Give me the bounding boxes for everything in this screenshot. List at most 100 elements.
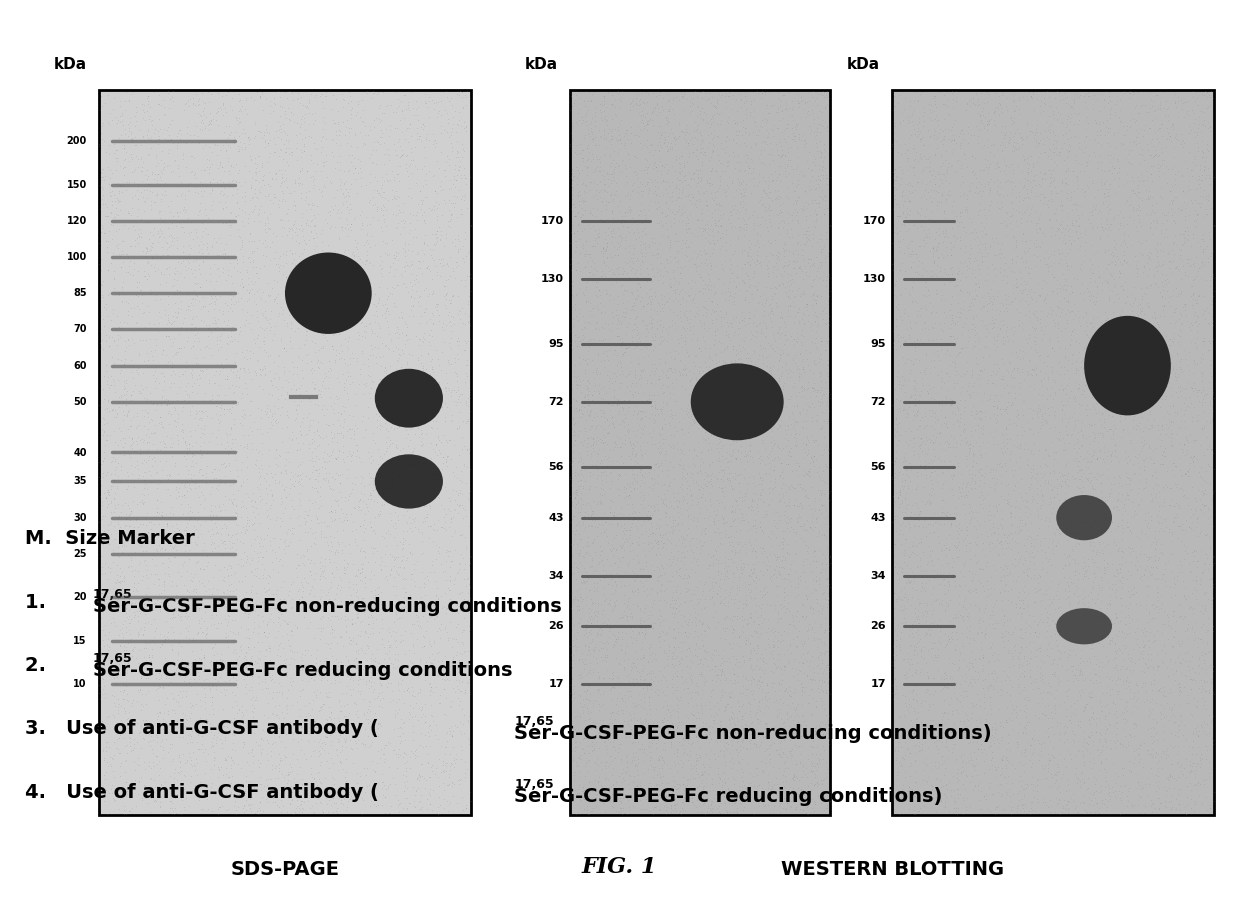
Point (249, 461, 269, 475)
Point (1058, 145, 1078, 159)
Point (700, 581, 720, 595)
Point (207, 387, 227, 402)
Point (726, 804, 746, 818)
Point (185, 166, 204, 180)
Point (1191, 756, 1211, 770)
Point (564, 169, 584, 184)
Point (663, 585, 683, 599)
Point (797, 186, 817, 201)
Point (1093, 87, 1113, 101)
Point (1161, 255, 1181, 270)
Point (727, 498, 747, 512)
Point (797, 466, 817, 481)
Point (1160, 681, 1180, 696)
Point (430, 232, 450, 246)
Point (574, 455, 593, 470)
Point (235, 519, 255, 533)
Point (963, 453, 983, 468)
Point (1147, 376, 1167, 390)
Point (378, 173, 398, 187)
Point (897, 110, 917, 124)
Point (1180, 390, 1199, 405)
Point (1058, 414, 1078, 429)
Point (574, 731, 593, 746)
Point (622, 624, 642, 638)
Point (740, 522, 760, 537)
Point (1073, 438, 1093, 452)
Point (586, 232, 606, 246)
Point (232, 494, 252, 509)
Point (908, 627, 928, 642)
Point (790, 262, 810, 276)
Point (1114, 226, 1134, 241)
Point (377, 538, 396, 553)
Point (1197, 85, 1217, 100)
Point (93, 312, 113, 327)
Point (808, 168, 828, 183)
Point (242, 720, 261, 735)
Point (763, 695, 783, 710)
Point (585, 605, 605, 620)
Point (166, 480, 186, 494)
Point (665, 606, 685, 621)
Point (393, 749, 413, 764)
Point (115, 614, 135, 628)
Point (577, 629, 597, 643)
Point (380, 437, 400, 452)
Point (317, 673, 337, 688)
Point (441, 554, 461, 568)
Point (600, 293, 620, 308)
Point (1007, 440, 1027, 454)
Point (679, 459, 699, 473)
Point (343, 576, 363, 591)
Point (282, 231, 302, 245)
Point (1194, 482, 1214, 497)
Point (285, 467, 305, 481)
Point (1064, 503, 1084, 518)
Point (149, 506, 169, 520)
Point (686, 474, 706, 489)
Point (608, 405, 628, 420)
Point (1018, 260, 1038, 274)
Point (181, 165, 201, 179)
Point (351, 270, 370, 284)
Point (895, 581, 914, 595)
Point (1136, 598, 1156, 613)
Point (196, 220, 216, 234)
Point (1026, 132, 1046, 147)
Point (342, 454, 362, 469)
Point (1044, 667, 1064, 681)
Point (737, 167, 757, 181)
Point (676, 674, 696, 689)
Point (711, 462, 731, 477)
Point (188, 741, 208, 756)
Point (947, 610, 966, 624)
Point (715, 355, 735, 369)
Point (273, 220, 292, 234)
Point (660, 494, 680, 509)
Point (950, 305, 970, 319)
Point (769, 677, 789, 691)
Point (307, 360, 327, 375)
Point (289, 272, 309, 286)
Point (375, 304, 395, 319)
Point (253, 308, 273, 322)
Point (577, 574, 597, 588)
Point (1099, 357, 1119, 371)
Point (223, 476, 243, 491)
Point (109, 195, 129, 209)
Point (887, 617, 907, 632)
Point (700, 381, 720, 395)
Point (351, 615, 370, 630)
Point (1187, 206, 1207, 221)
Point (317, 454, 337, 469)
Point (659, 437, 679, 452)
Point (725, 623, 745, 637)
Point (249, 471, 269, 485)
Point (1127, 269, 1147, 283)
Point (278, 705, 297, 719)
Point (741, 286, 761, 300)
Point (1194, 419, 1214, 433)
Point (928, 746, 948, 760)
Point (994, 568, 1014, 583)
